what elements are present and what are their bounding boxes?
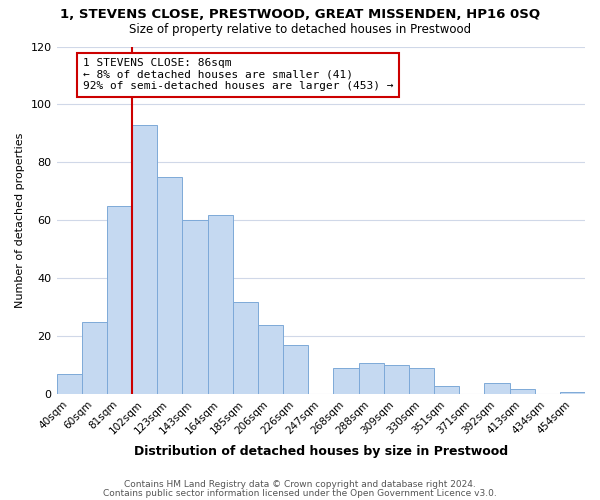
Text: 1 STEVENS CLOSE: 86sqm
← 8% of detached houses are smaller (41)
92% of semi-deta: 1 STEVENS CLOSE: 86sqm ← 8% of detached … <box>83 58 394 92</box>
Bar <box>509 388 535 394</box>
Bar <box>157 177 182 394</box>
Bar <box>484 383 509 394</box>
Bar <box>233 302 258 394</box>
X-axis label: Distribution of detached houses by size in Prestwood: Distribution of detached houses by size … <box>134 444 508 458</box>
Bar <box>560 392 585 394</box>
Bar <box>107 206 132 394</box>
Bar <box>82 322 107 394</box>
Bar <box>258 325 283 394</box>
Bar <box>434 386 459 394</box>
Bar <box>409 368 434 394</box>
Bar <box>132 125 157 394</box>
Bar <box>182 220 208 394</box>
Bar <box>359 362 383 394</box>
Bar <box>334 368 359 394</box>
Bar <box>56 374 82 394</box>
Bar <box>383 366 409 394</box>
Text: 1, STEVENS CLOSE, PRESTWOOD, GREAT MISSENDEN, HP16 0SQ: 1, STEVENS CLOSE, PRESTWOOD, GREAT MISSE… <box>60 8 540 20</box>
Bar <box>283 345 308 395</box>
Text: Contains HM Land Registry data © Crown copyright and database right 2024.: Contains HM Land Registry data © Crown c… <box>124 480 476 489</box>
Text: Size of property relative to detached houses in Prestwood: Size of property relative to detached ho… <box>129 22 471 36</box>
Y-axis label: Number of detached properties: Number of detached properties <box>15 133 25 308</box>
Bar <box>208 214 233 394</box>
Text: Contains public sector information licensed under the Open Government Licence v3: Contains public sector information licen… <box>103 488 497 498</box>
